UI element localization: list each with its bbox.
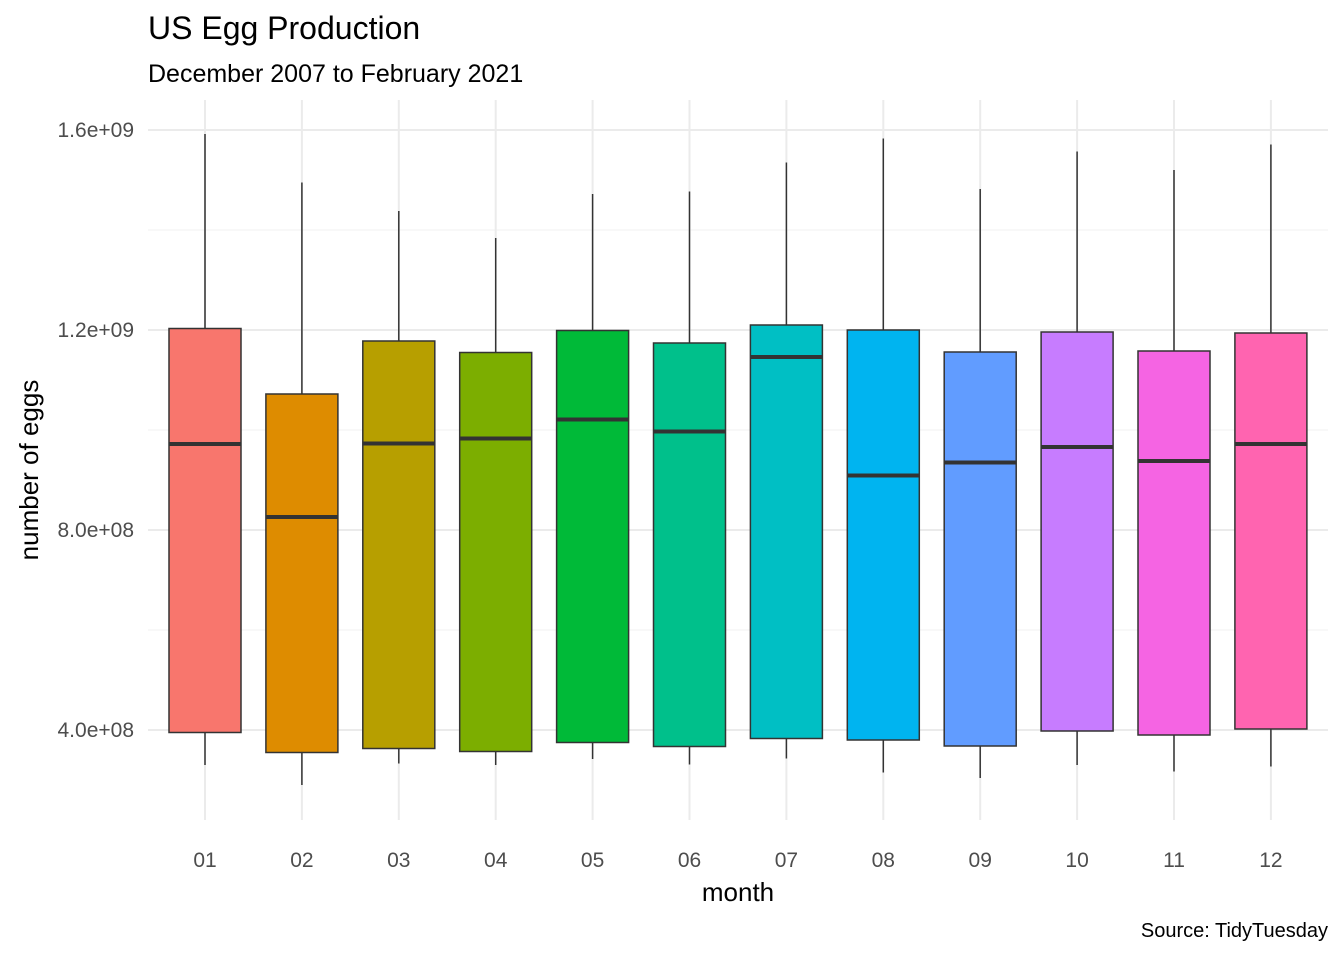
- x-tick-label: 05: [581, 849, 604, 872]
- x-tick-label: 10: [1065, 849, 1088, 872]
- boxes: [168, 134, 1308, 785]
- box-month-02: [265, 182, 339, 785]
- x-tick-label: 09: [969, 849, 992, 872]
- x-tick-label: 08: [872, 849, 895, 872]
- box-iqr: [846, 329, 921, 741]
- y-axis-ticks: 4.0e+08 8.0e+08 1.2e+09 1.6e+09: [58, 119, 135, 742]
- box-iqr: [943, 351, 1017, 747]
- y-tick-label: 8.0e+08: [58, 519, 135, 542]
- box-month-08: [846, 138, 921, 773]
- box-month-11: [1137, 170, 1211, 772]
- y-tick-label: 1.2e+09: [58, 319, 135, 342]
- chart-subtitle: December 2007 to February 2021: [148, 60, 524, 88]
- box-month-12: [1234, 144, 1308, 767]
- y-tick-label: 4.0e+08: [58, 719, 135, 742]
- x-axis-ticks: 01 02 03 04 05 06 07 08 09 10 11 12: [193, 849, 1282, 872]
- box-month-04: [458, 238, 533, 765]
- box-iqr: [458, 351, 533, 753]
- box-month-07: [749, 162, 824, 759]
- x-tick-label: 11: [1163, 849, 1185, 872]
- x-axis-title: month: [702, 877, 774, 907]
- box-iqr: [1234, 332, 1308, 730]
- box-iqr: [1040, 331, 1114, 732]
- box-iqr: [1137, 350, 1211, 736]
- x-tick-label: 12: [1259, 849, 1282, 872]
- box-iqr: [265, 393, 339, 754]
- box-month-06: [652, 191, 727, 765]
- box-iqr: [168, 327, 242, 734]
- box-iqr: [652, 342, 727, 748]
- chart-title: US Egg Production: [148, 10, 421, 46]
- box-month-03: [362, 211, 436, 764]
- x-tick-label: 07: [775, 849, 798, 872]
- box-month-05: [555, 194, 630, 759]
- box-month-09: [943, 189, 1017, 778]
- y-tick-label: 1.6e+09: [58, 119, 135, 142]
- x-tick-label: 03: [387, 849, 410, 872]
- x-tick-label: 01: [193, 849, 216, 872]
- box-iqr: [555, 329, 630, 744]
- x-tick-label: 06: [678, 849, 701, 872]
- x-tick-label: 02: [290, 849, 313, 872]
- box-month-10: [1040, 151, 1114, 765]
- box-iqr: [362, 340, 436, 750]
- y-axis-title: number of eggs: [14, 380, 44, 561]
- box-iqr: [749, 324, 824, 740]
- x-tick-label: 04: [484, 849, 508, 872]
- chart-caption: Source: TidyTuesday: [1140, 920, 1328, 942]
- box-month-01: [168, 134, 242, 765]
